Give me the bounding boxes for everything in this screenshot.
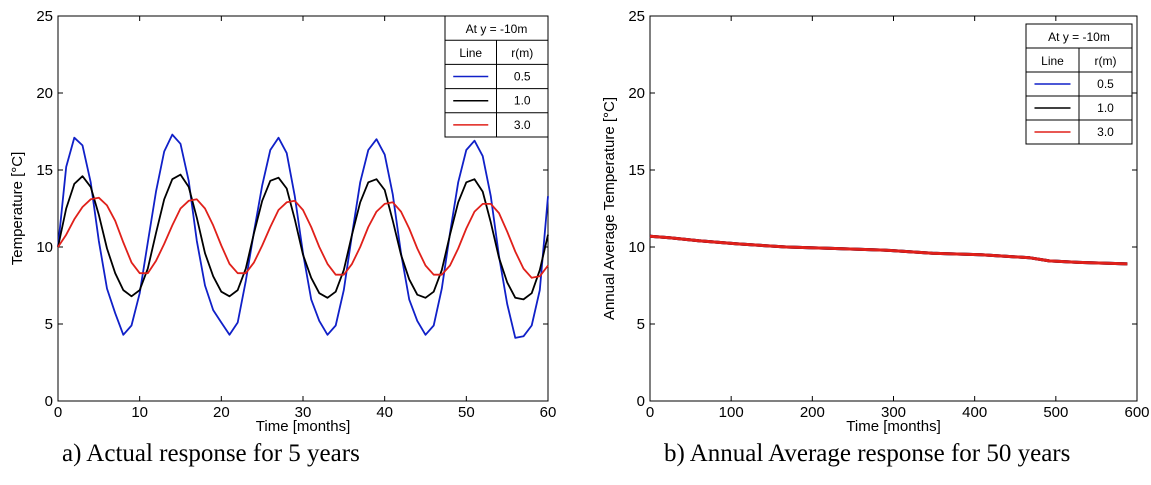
- y-tick-label: 25: [628, 8, 645, 25]
- legend-entry-label: 3.0: [514, 118, 531, 132]
- x-tick-label: 0: [646, 404, 654, 421]
- legend-header-line: Line: [1041, 54, 1064, 68]
- legend-entry-label: 1.0: [514, 94, 531, 108]
- y-tick-label: 20: [628, 85, 645, 102]
- x-tick-label: 0: [54, 404, 62, 421]
- x-tick-label: 10: [131, 404, 148, 421]
- x-tick-label: 20: [213, 404, 230, 421]
- x-tick-label: 50: [458, 404, 475, 421]
- legend-entry-label: 3.0: [1097, 125, 1114, 139]
- y-tick-label: 5: [637, 316, 645, 333]
- y-tick-label: 10: [628, 239, 645, 256]
- y-tick-label: 15: [628, 162, 645, 179]
- legend: At y = -10m Line r(m) 0.5 1.0 3.0: [1025, 23, 1133, 145]
- y-tick-label: 0: [637, 393, 645, 410]
- x-tick-label: 100: [719, 404, 744, 421]
- legend-title: At y = -10m: [466, 22, 528, 36]
- series-line-2: [649, 234, 1128, 266]
- y-tick-label: 15: [36, 162, 53, 179]
- x-axis-label: Time [months]: [846, 418, 940, 435]
- legend-header-r: r(m): [1095, 54, 1117, 68]
- series-line-1: [57, 173, 549, 301]
- y-axis-label: Annual Average Temperature [°C]: [601, 97, 618, 320]
- x-axis-label: Time [months]: [256, 418, 350, 435]
- x-tick-label: 500: [1043, 404, 1068, 421]
- x-tick-label: 60: [540, 404, 557, 421]
- x-tick-label: 400: [962, 404, 987, 421]
- y-tick-label: 20: [36, 85, 53, 102]
- legend-entry-label: 0.5: [514, 70, 531, 84]
- y-tick-label: 5: [45, 316, 53, 333]
- caption-a: a) Actual response for 5 years: [62, 440, 360, 467]
- x-tick-label: 600: [1124, 404, 1149, 421]
- chart-1: 0 100 200 300 400 500 600 0 5 10 15 20 25 Time [month…: [601, 8, 1150, 435]
- legend: At y = -10m Line r(m) 0.5 1.0 3.0: [444, 15, 549, 138]
- y-tick-label: 25: [36, 8, 53, 25]
- legend-title: At y = -10m: [1048, 30, 1110, 44]
- x-tick-label: 300: [881, 404, 906, 421]
- x-tick-label: 30: [295, 404, 312, 421]
- caption-b: b) Annual Average response for 50 years: [664, 440, 1071, 467]
- legend-header-r: r(m): [511, 46, 533, 60]
- y-tick-label: 0: [45, 393, 53, 410]
- y-tick-label: 10: [36, 239, 53, 256]
- legend-header-line: Line: [459, 46, 482, 60]
- x-tick-label: 200: [800, 404, 825, 421]
- series-line-2: [57, 196, 549, 279]
- chart-0: 0 10 20 30 40 50 60 0 5 10 15 20 25 Time [months] Temp…: [9, 8, 556, 435]
- legend-entry-label: 1.0: [1097, 101, 1114, 115]
- x-tick-label: 40: [376, 404, 393, 421]
- y-axis-label: Temperature [°C]: [9, 152, 26, 266]
- legend-entry-label: 0.5: [1097, 77, 1114, 91]
